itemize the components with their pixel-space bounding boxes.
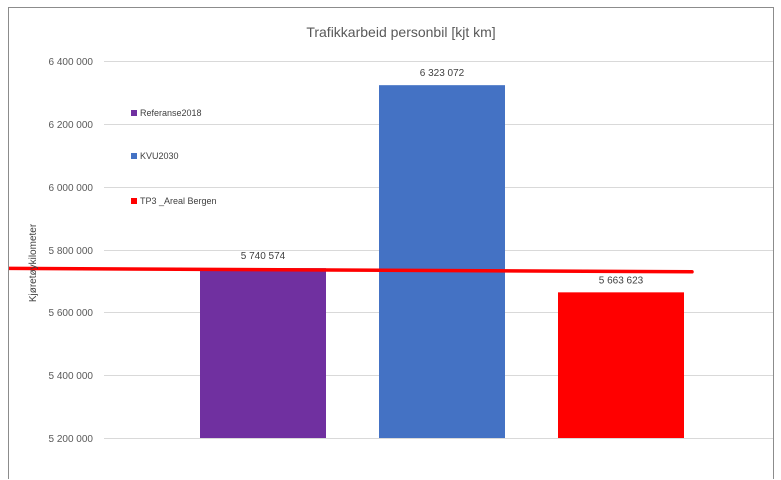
data-label: 5 740 574 [241,251,286,262]
data-labels: 5 740 574 6 323 072 5 663 623 [241,68,644,286]
legend-label: TP3 _Areal Bergen [140,196,217,206]
data-label: 6 323 072 [420,68,465,79]
y-tick-labels: 5 200 000 5 400 000 5 600 000 5 800 000 6 00… [49,57,94,445]
reference-line-group [9,266,694,274]
y-tick-label: 5 400 000 [49,371,94,382]
chart-title: Trafikkarbeid personbil [kjt km] [306,24,495,40]
bar-chart: 5 200 000 5 400 000 5 600 000 5 800 000 6 00… [9,24,773,445]
bar-1 [200,268,326,438]
y-tick-label: 5 600 000 [49,308,94,319]
legend-swatch [131,153,137,159]
bar-2 [379,85,505,438]
legend-swatch [131,110,137,116]
legend-label: Referanse2018 [140,108,202,118]
data-label: 5 663 623 [599,275,644,286]
chart-frame: 5 200 000 5 400 000 5 600 000 5 800 000 6 00… [8,7,774,479]
legend-label: KVU2030 [140,151,179,161]
y-tick-label: 6 200 000 [49,120,94,131]
y-tick-label: 6 400 000 [49,57,94,68]
bar-3 [558,292,684,438]
y-axis-title: Kjøretøykilometer [28,223,39,302]
bars [200,85,684,438]
y-tick-label: 5 200 000 [49,434,94,445]
legend: Referanse2018 KVU2030 TP3 _Areal Bergen [131,108,217,206]
y-tick-label: 5 800 000 [49,246,94,257]
reference-line [9,266,694,274]
legend-swatch [131,198,137,204]
y-tick-label: 6 000 000 [49,183,94,194]
